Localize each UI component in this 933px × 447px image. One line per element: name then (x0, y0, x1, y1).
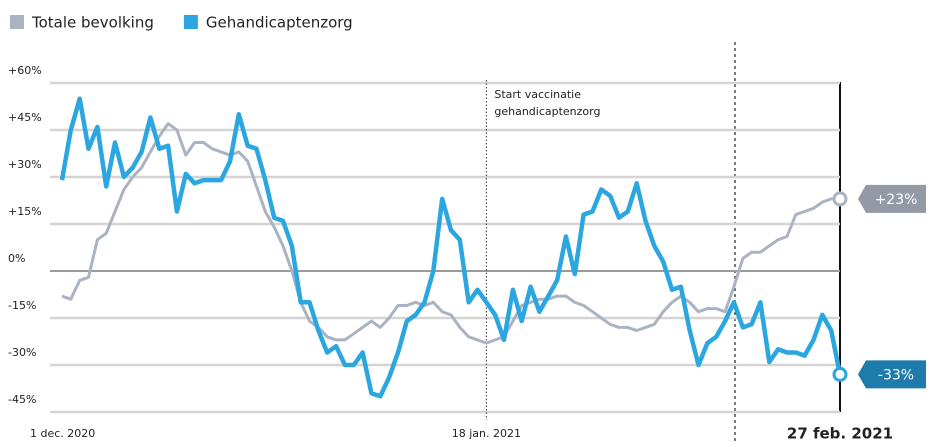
y-tick-label: -15% (8, 299, 36, 312)
series-line (59, 96, 843, 399)
y-tick-label: +60% (8, 64, 42, 77)
value-label: +23% (875, 192, 918, 208)
legend-swatch (183, 15, 198, 29)
annotation-text: gehandicaptenzorg (494, 105, 600, 118)
grid (50, 81, 840, 414)
value-label: -33% (878, 367, 914, 383)
value-label-box (858, 184, 926, 213)
legend-label: Totale bevolking (31, 14, 154, 32)
series-line (61, 122, 840, 345)
y-tick-label: -45% (8, 393, 36, 406)
legend-label: Gehandicaptenzorg (206, 14, 353, 32)
end-point (832, 191, 848, 207)
annotation-text: Start vaccinatie (494, 88, 581, 101)
y-tick-label: -30% (8, 346, 36, 359)
y-tick-label: +30% (8, 158, 42, 171)
y-tick-label: +15% (8, 205, 42, 218)
end-point (832, 366, 848, 382)
x-tick-label: 18 jan. 2021 (452, 427, 521, 440)
y-tick-label: +45% (8, 111, 42, 124)
x-tick-label: 27 feb. 2021 (787, 425, 893, 443)
legend-swatch (10, 15, 24, 29)
value-label-box (858, 360, 926, 389)
x-tick-label: 1 dec. 2020 (30, 427, 95, 440)
y-tick-label: 0% (8, 252, 25, 265)
